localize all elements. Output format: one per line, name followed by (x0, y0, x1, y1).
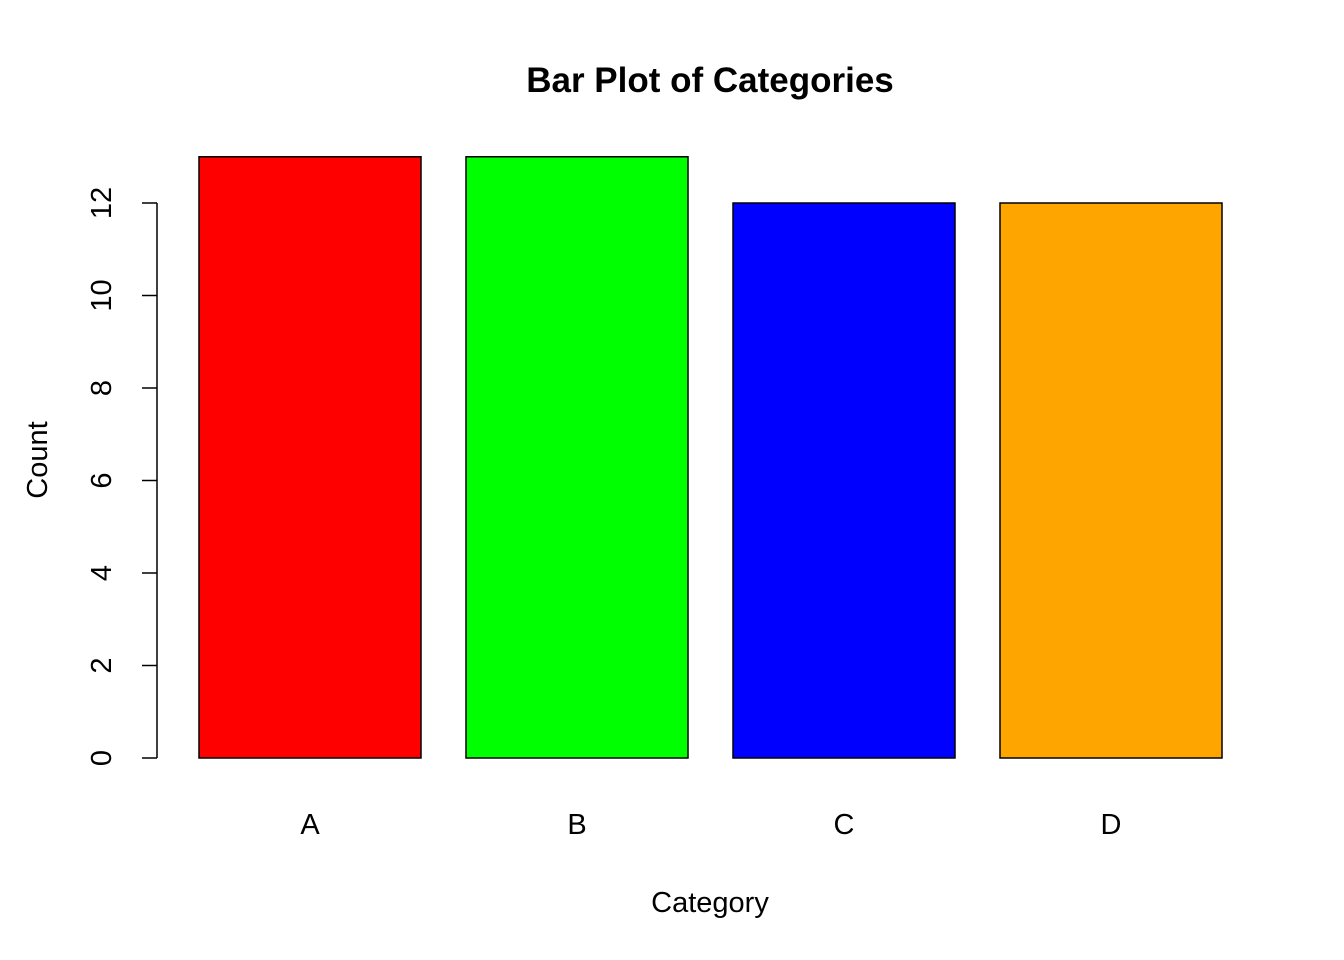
x-axis-label: Category (651, 887, 769, 919)
bar-d (999, 202, 1223, 759)
y-tick-label-0: 0 (86, 750, 118, 766)
y-tick-label-8: 8 (86, 380, 118, 396)
y-tick-label-4: 4 (86, 565, 118, 581)
x-tick-label-d: D (1101, 809, 1122, 841)
x-axis-tick-labels: A B C D (300, 809, 1121, 841)
y-tick-label-12: 12 (86, 187, 118, 219)
y-tick-label-10: 10 (86, 279, 118, 311)
x-tick-label-a: A (300, 809, 320, 841)
y-tick-label-2: 2 (86, 657, 118, 673)
x-tick-label-c: C (834, 809, 855, 841)
y-axis: 0 2 4 6 8 10 12 (86, 187, 158, 766)
bar-c (732, 202, 956, 759)
bar-a (198, 156, 422, 759)
chart-title: Bar Plot of Categories (526, 61, 894, 100)
y-tick-label-6: 6 (86, 472, 118, 488)
bar-b (465, 156, 689, 759)
y-axis-label: Count (22, 421, 54, 498)
bars (198, 156, 1223, 759)
x-tick-label-b: B (567, 809, 586, 841)
